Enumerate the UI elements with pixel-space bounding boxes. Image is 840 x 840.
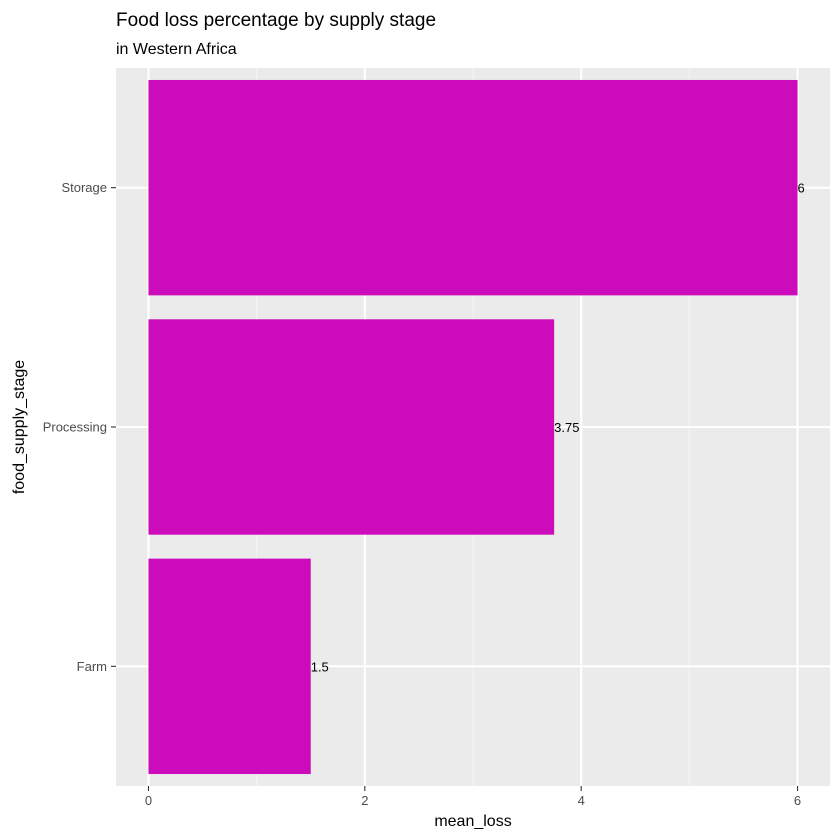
data-labels: 1.5 3.75 6 — [311, 181, 805, 675]
x-tick-label: 6 — [794, 793, 801, 808]
y-tick-label: Storage — [61, 180, 107, 195]
data-label: 1.5 — [311, 659, 329, 674]
y-axis: Farm Processing Storage — [43, 180, 116, 674]
bar-storage — [148, 79, 798, 296]
chart-subtitle: in Western Africa — [116, 41, 237, 58]
y-axis-title: food_supply_stage — [11, 360, 28, 494]
x-axis-title: mean_loss — [434, 813, 511, 830]
bar-processing — [148, 319, 555, 535]
data-label: 3.75 — [554, 420, 579, 435]
y-tick-label: Processing — [43, 420, 107, 435]
bar-farm — [148, 558, 311, 775]
x-tick-label: 0 — [145, 793, 152, 808]
x-tick-label: 4 — [578, 793, 585, 808]
x-axis: 0 2 4 6 — [145, 786, 801, 808]
y-tick-label: Farm — [77, 659, 107, 674]
data-label: 6 — [798, 181, 805, 196]
x-tick-label: 2 — [361, 793, 368, 808]
chart-title: Food loss percentage by supply stage — [116, 10, 436, 31]
bars — [148, 79, 798, 775]
